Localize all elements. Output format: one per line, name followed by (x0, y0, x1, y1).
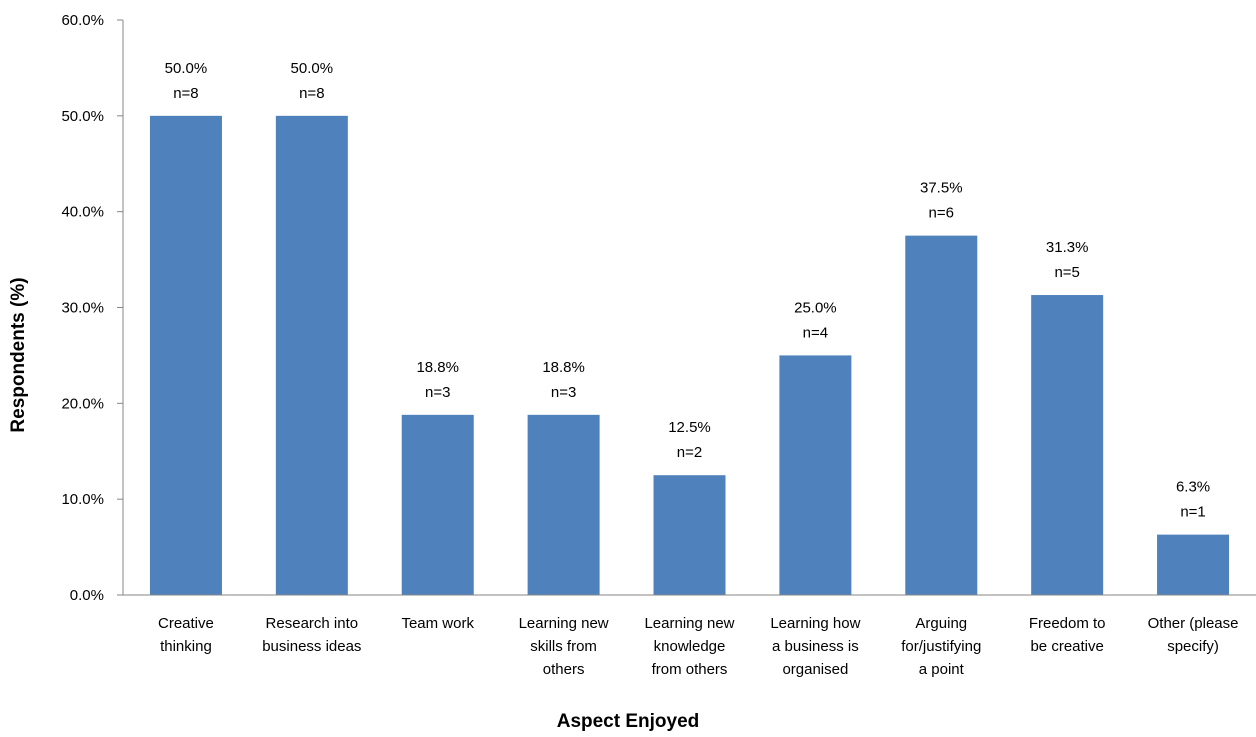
bar (779, 355, 852, 595)
x-tick-label: Freedom to (1029, 615, 1106, 632)
x-tick-label: business ideas (262, 638, 361, 655)
x-tick-label: Learning how (770, 615, 860, 632)
x-tick-label: Research into (266, 615, 359, 632)
y-tick-label: 30.0% (61, 300, 104, 317)
y-tick-label: 10.0% (61, 491, 104, 508)
x-tick-label: Learning new (644, 615, 734, 632)
x-tick-label: organised (782, 661, 848, 678)
x-tick-label: Team work (401, 615, 474, 632)
x-axis: Creative thinking Research into business id… (123, 594, 1256, 678)
x-tick-label: Arguing (915, 615, 967, 632)
data-label: 50.0% (291, 60, 334, 77)
x-tick-label: thinking (160, 638, 212, 655)
x-tick-label: from others (652, 661, 728, 678)
data-label: 18.8% (542, 359, 585, 376)
y-tick-label: 40.0% (61, 204, 104, 221)
data-label: 50.0% (165, 60, 208, 77)
y-axis-title: Respondents (%) (8, 277, 29, 432)
data-labels: 50.0% n=8 50.0% n=8 18.8% n=3 18.8% n=3 12.5% n=2… (165, 60, 1210, 521)
x-tick-label: for/justifying (901, 638, 981, 655)
x-tick-label: Learning new (519, 615, 609, 632)
bar (527, 414, 600, 595)
data-label: 31.3% (1046, 239, 1089, 256)
data-label: n=3 (551, 384, 576, 401)
bar (1157, 534, 1230, 595)
x-tick-label: others (543, 661, 585, 678)
data-label: 37.5% (920, 180, 963, 197)
y-tick-label: 60.0% (61, 12, 104, 29)
y-axis: 0.0% 10.0% 20.0% 30.0% 40.0% 50.0% 60.0% (61, 12, 124, 604)
x-tick-label: knowledge (654, 638, 726, 655)
bar (653, 475, 726, 595)
data-label: n=3 (425, 384, 450, 401)
x-tick-label: be creative (1030, 638, 1103, 655)
bar (1031, 295, 1104, 595)
data-label: n=6 (929, 205, 954, 222)
x-tick-label: Other (please (1148, 615, 1239, 632)
y-tick-label: 50.0% (61, 108, 104, 125)
x-tick-label: Creative (158, 615, 214, 632)
data-label: n=1 (1180, 504, 1205, 521)
bar (149, 115, 222, 595)
data-label: n=8 (299, 85, 324, 102)
data-label: 18.8% (416, 359, 459, 376)
bar (401, 414, 474, 595)
data-label: n=2 (677, 444, 702, 461)
y-tick-label: 0.0% (70, 587, 104, 604)
data-label: 12.5% (668, 419, 711, 436)
bars (149, 115, 1230, 595)
x-tick-label: skills from (530, 638, 597, 655)
data-label: n=5 (1054, 264, 1079, 281)
x-tick-label: a business is (772, 638, 859, 655)
data-label: n=8 (173, 85, 198, 102)
bar (905, 235, 978, 595)
y-tick-label: 20.0% (61, 395, 104, 412)
data-label: n=4 (803, 324, 828, 341)
x-tick-label: a point (919, 661, 965, 678)
x-axis-title: Aspect Enjoyed (557, 711, 700, 732)
x-tick-label: specify) (1167, 638, 1219, 655)
data-label: 6.3% (1176, 479, 1210, 496)
data-label: 25.0% (794, 299, 837, 316)
bar (275, 115, 348, 595)
